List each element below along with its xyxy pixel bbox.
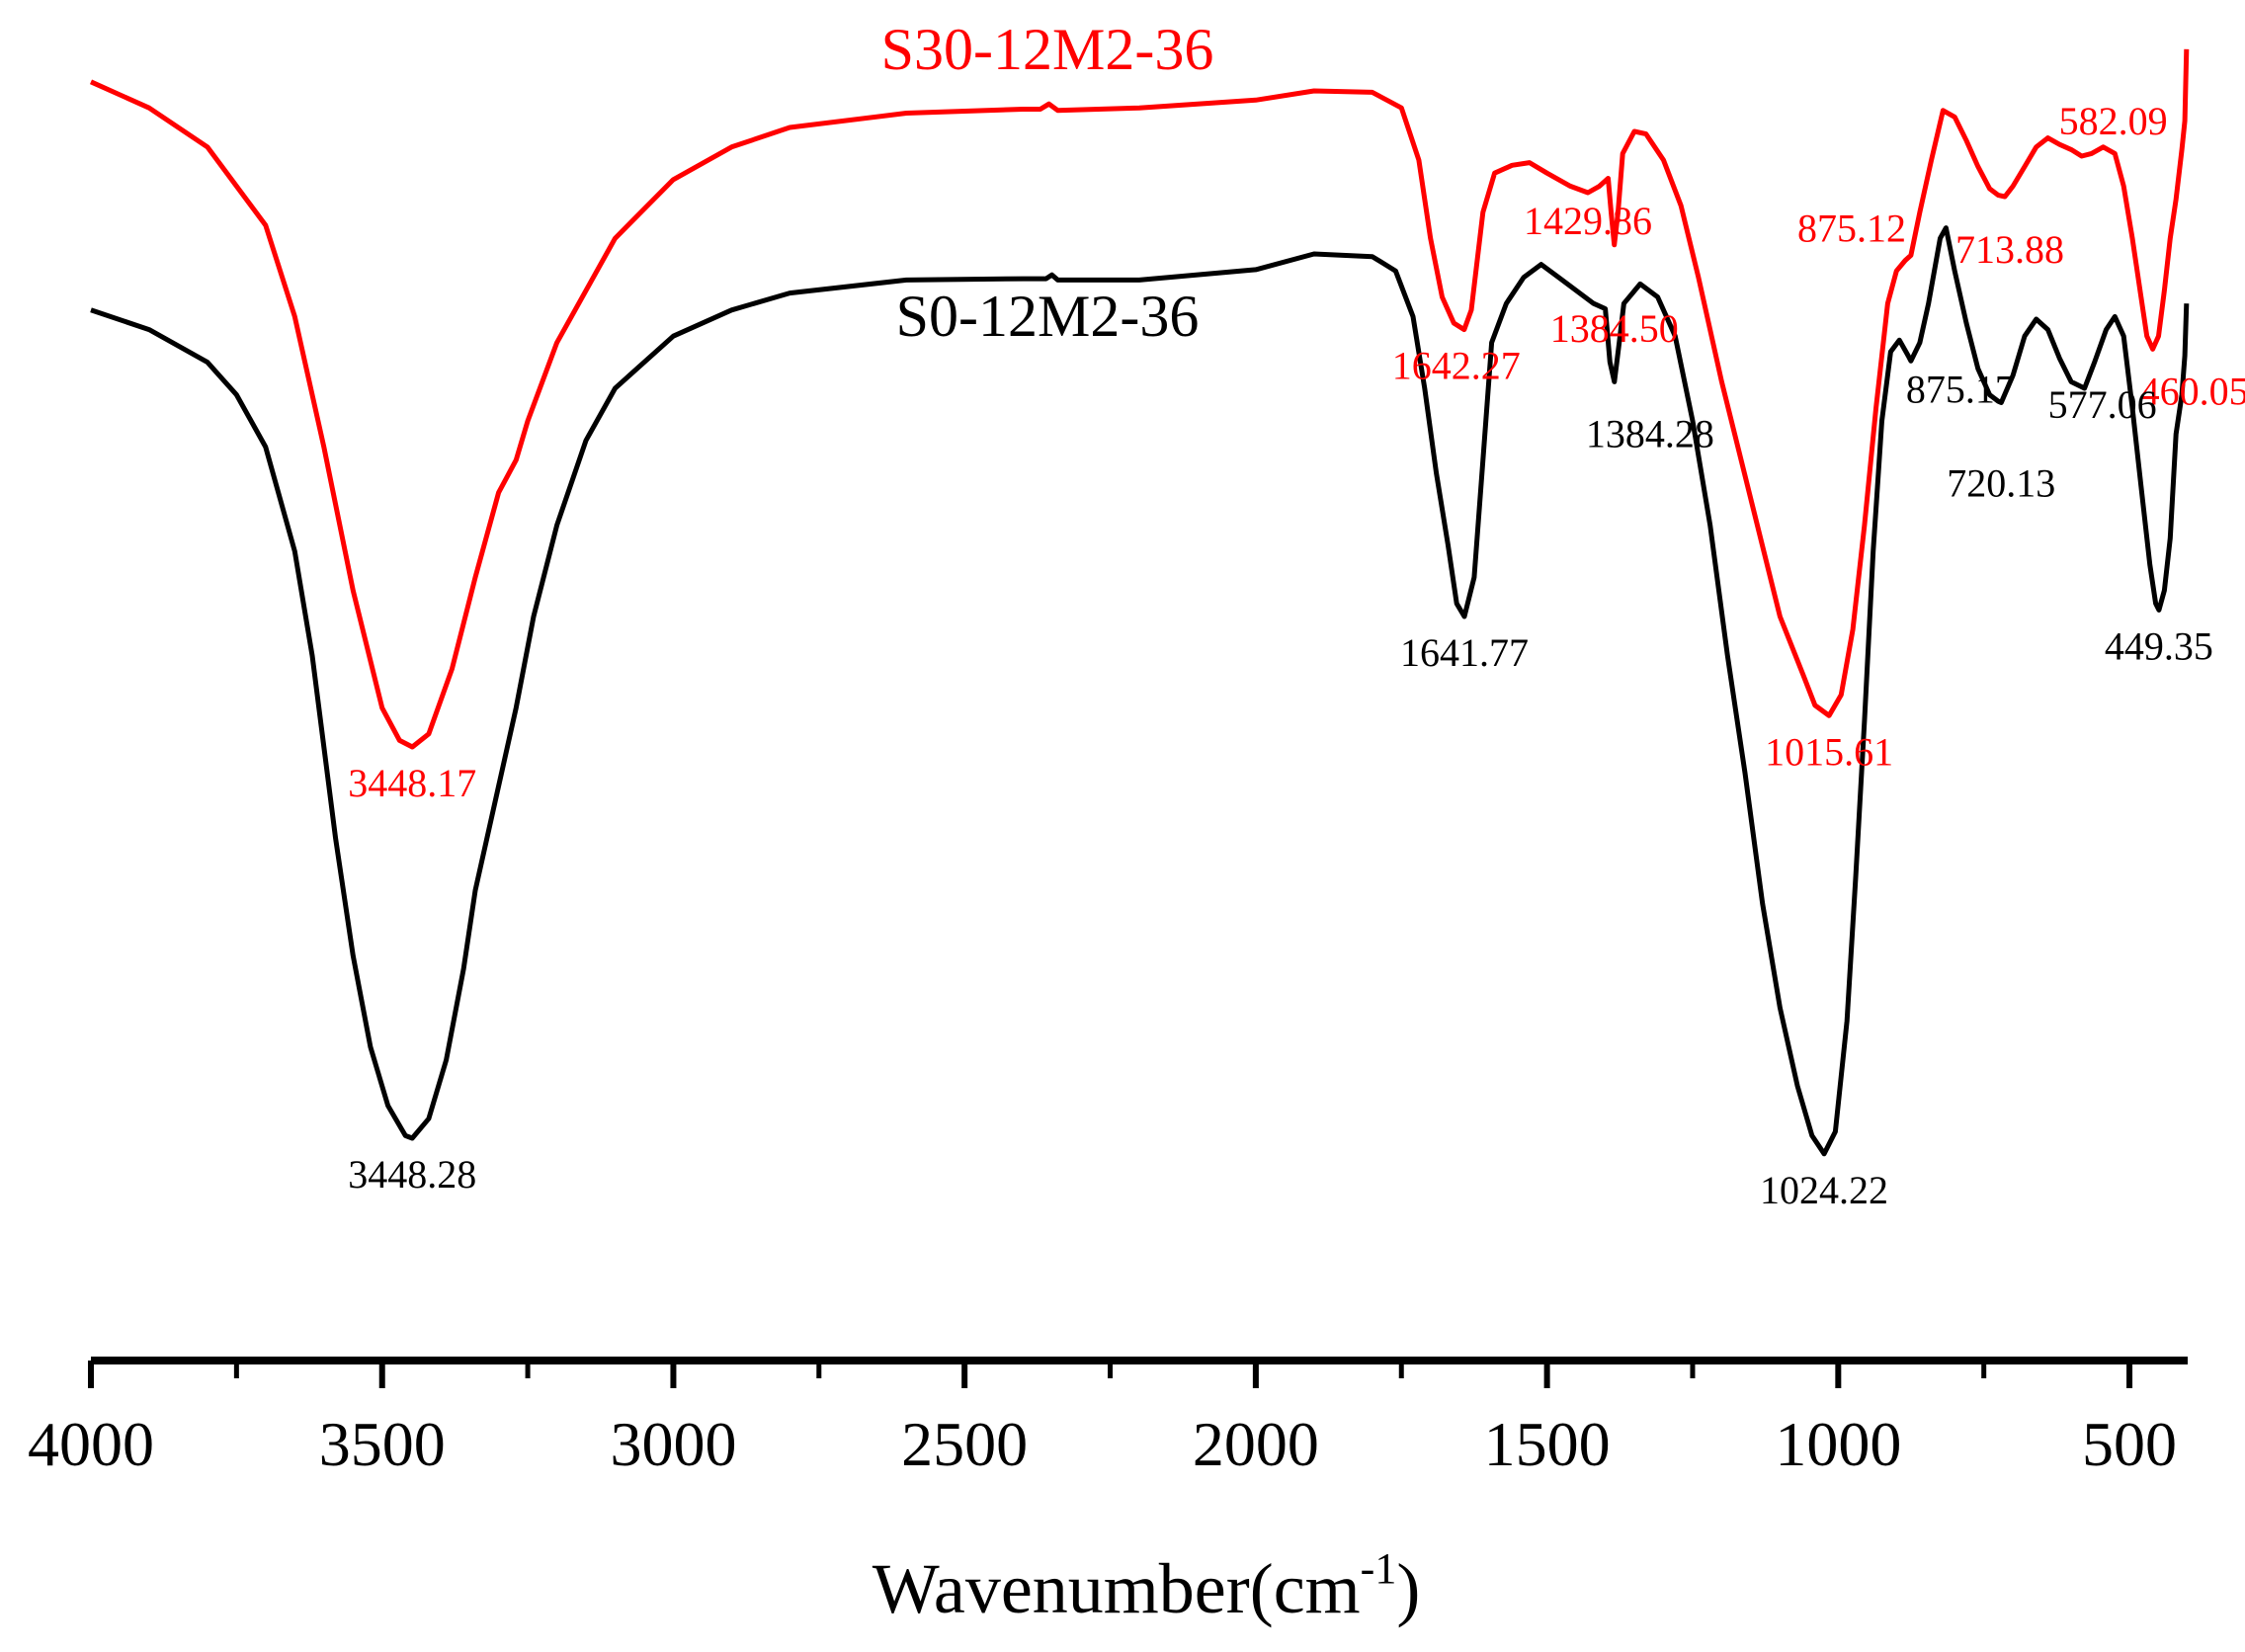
peak-label-0: 460.05 bbox=[2140, 369, 2245, 413]
peak-label-1: 449.35 bbox=[2105, 623, 2213, 668]
x-axis-title-superscript: -1 bbox=[1361, 1544, 1397, 1593]
x-axis-title: Wavenumber(cm-1) bbox=[873, 1544, 1421, 1628]
series-name-label-1: S0-12M2-36 bbox=[896, 284, 1200, 349]
series-line-1 bbox=[90, 225, 2190, 1157]
x-tick-label: 2000 bbox=[1193, 1409, 1319, 1479]
series-name-label-0: S30-12M2-36 bbox=[881, 17, 1214, 82]
peak-label-1: 577.06 bbox=[2048, 382, 2157, 427]
peak-label-0: 1384.50 bbox=[1550, 306, 1679, 351]
x-tick-label: 1000 bbox=[1775, 1409, 1901, 1479]
peak-label-0: 582.09 bbox=[2059, 99, 2168, 143]
peak-label-0: 875.12 bbox=[1797, 206, 1906, 250]
peak-label-0: 1642.27 bbox=[1392, 344, 1521, 388]
x-axis-title-suffix: ) bbox=[1396, 1549, 1420, 1628]
x-tick-label: 2500 bbox=[901, 1409, 1028, 1479]
series-group bbox=[89, 48, 2190, 1157]
x-tick-label: 1500 bbox=[1484, 1409, 1611, 1479]
x-tick-label: 3000 bbox=[610, 1409, 736, 1479]
peak-label-1: 720.13 bbox=[1947, 461, 2055, 506]
peak-label-1: 3448.28 bbox=[348, 1152, 476, 1197]
x-tick-label: 4000 bbox=[28, 1409, 154, 1479]
series-line-0 bbox=[89, 48, 2190, 750]
x-ticks-group: 4000 3500 3000 2500 2000 1500 1000 500 bbox=[28, 1361, 2177, 1479]
peak-label-1: 875.17 bbox=[1906, 367, 2015, 411]
peak-label-1: 1641.77 bbox=[1400, 630, 1529, 675]
peak-label-0: 713.88 bbox=[1955, 227, 2064, 272]
x-tick-label: 500 bbox=[2082, 1409, 2177, 1479]
annotations-group: 3448.17 1642.27 1429.86 1384.50 1015.61 875.1… bbox=[348, 99, 2245, 1212]
peak-label-0: 3448.17 bbox=[348, 761, 476, 805]
peak-label-0: 1429.86 bbox=[1524, 199, 1652, 243]
peak-label-1: 1024.22 bbox=[1760, 1168, 1888, 1212]
x-axis-title-main: Wavenumber(cm bbox=[873, 1549, 1361, 1628]
peak-label-1: 1384.28 bbox=[1586, 411, 1714, 455]
peak-label-0: 1015.61 bbox=[1765, 729, 1893, 774]
x-tick-label: 3500 bbox=[319, 1409, 446, 1479]
series-labels-group: S30-12M2-36 S0-12M2-36 bbox=[881, 17, 1214, 349]
